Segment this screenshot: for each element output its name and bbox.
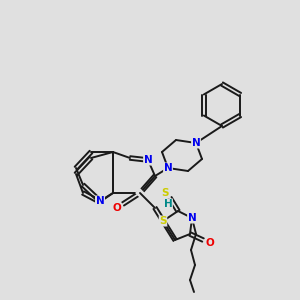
Text: N: N bbox=[96, 197, 104, 207]
Text: N: N bbox=[188, 213, 196, 223]
Text: S: S bbox=[161, 188, 169, 198]
Text: N: N bbox=[144, 155, 152, 165]
Text: O: O bbox=[112, 203, 122, 213]
Text: N: N bbox=[164, 163, 172, 173]
Text: N: N bbox=[96, 196, 104, 206]
Text: O: O bbox=[206, 238, 214, 248]
Text: N: N bbox=[192, 138, 200, 148]
Text: S: S bbox=[159, 216, 167, 226]
Text: H: H bbox=[164, 199, 172, 209]
